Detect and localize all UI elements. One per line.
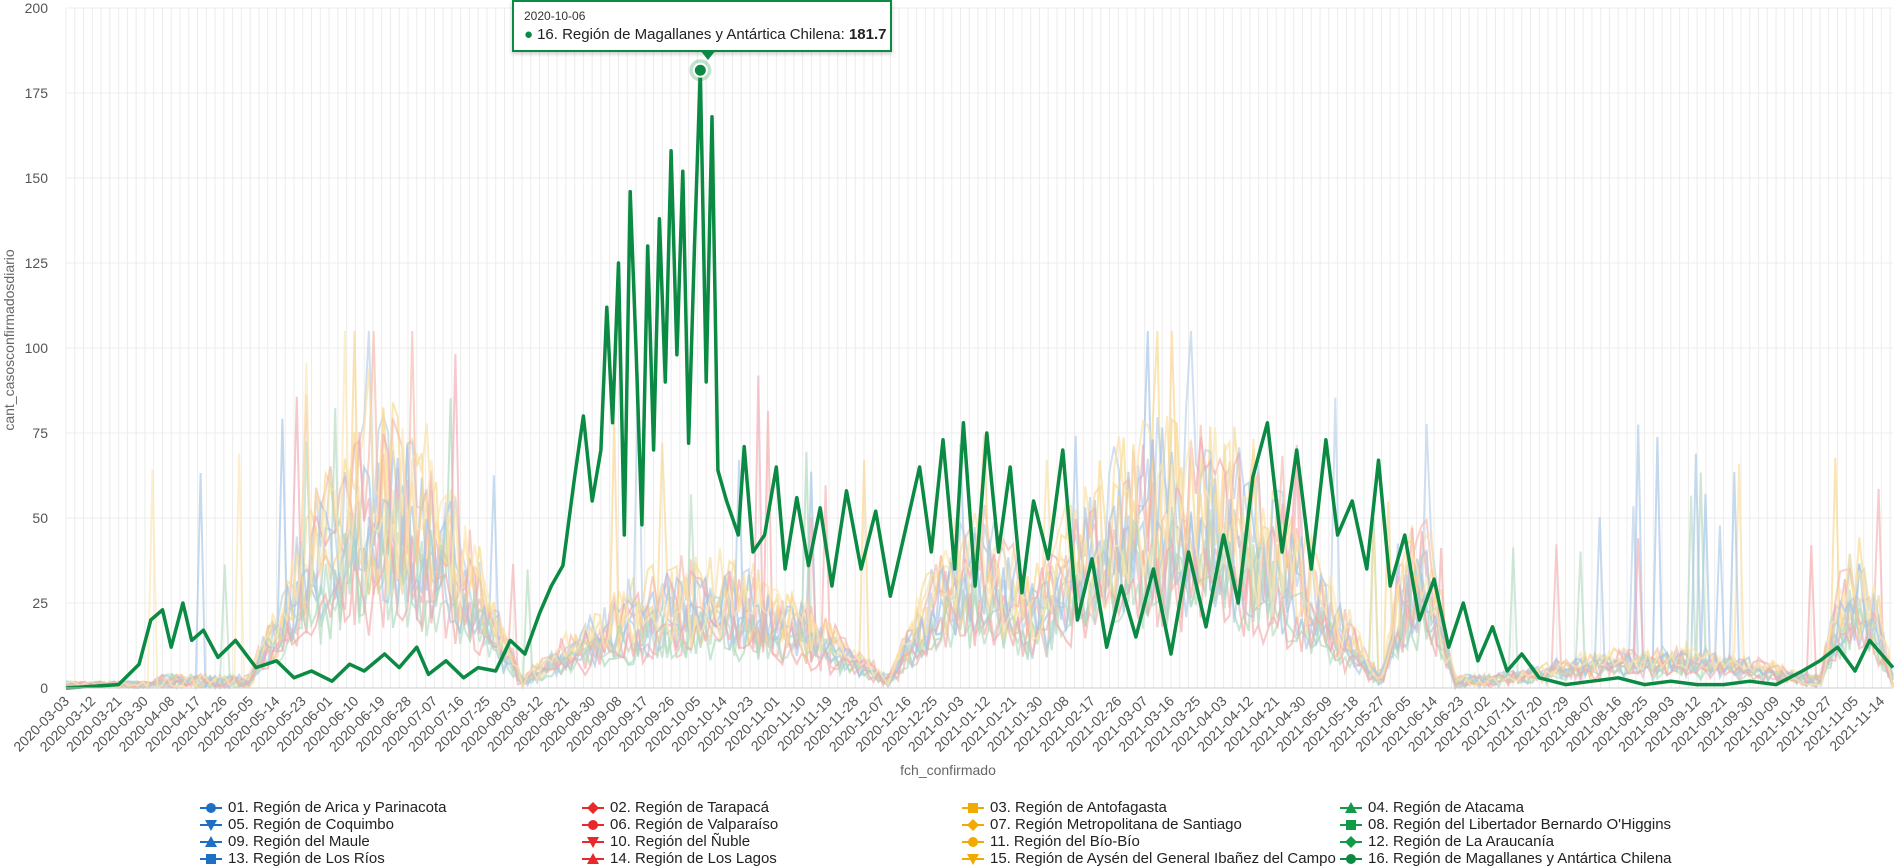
y-axis-title: cant_casosconfirmadosdiario: [1, 249, 17, 431]
legend-marker-icon: [962, 818, 984, 831]
tooltip-dot-icon: ●: [524, 26, 534, 43]
legend-label: 10. Región del Ñuble: [610, 833, 751, 850]
legend-item[interactable]: 11. Región del Bío-Bío: [962, 833, 1140, 850]
y-tick-label: 0: [40, 680, 48, 696]
chart-svg: 0 25 50 75 100 125 150 175 200 2020-03-032020-03…: [1, 0, 1895, 778]
legend-item[interactable]: 04. Región de Atacama: [1340, 799, 1524, 816]
legend-marker-icon: [1340, 801, 1362, 813]
legend-marker-icon: [582, 836, 604, 848]
y-tick-label: 50: [32, 510, 48, 526]
legend-item[interactable]: 08. Región del Libertador Bernardo O'Hig…: [1340, 816, 1671, 833]
legend-label: 16. Región de Magallanes y Antártica Chi…: [1368, 850, 1672, 867]
legend-marker-icon: [962, 853, 984, 865]
legend-item[interactable]: 13. Región de Los Ríos: [200, 850, 385, 867]
legend-label: 05. Región de Coquimbo: [228, 816, 394, 833]
tooltip-line: ● 16. Región de Magallanes y Antártica Ch…: [524, 26, 887, 43]
legend: 01. Región de Arica y Parinacota 02. Regi…: [0, 795, 1897, 867]
tooltip-value: 181.7: [848, 26, 887, 43]
legend-item[interactable]: 02. Región de Tarapacá: [582, 799, 769, 816]
legend-marker-icon: [582, 819, 604, 830]
legend-marker-icon: [582, 852, 604, 864]
legend-label: 04. Región de Atacama: [1368, 799, 1524, 816]
y-tick-label: 125: [25, 255, 49, 271]
tooltip-date: 2020-10-06: [524, 9, 586, 23]
legend-label: 06. Región de Valparaíso: [610, 816, 779, 833]
x-axis: 2020-03-032020-03-122020-03-212020-03-30…: [10, 693, 1887, 755]
legend-label: 07. Región Metropolitana de Santiago: [990, 816, 1242, 833]
legend-marker-icon: [582, 801, 604, 814]
series-line-magallanes[interactable]: [65, 68, 1895, 690]
legend-item[interactable]: 12. Región de La Araucanía: [1340, 833, 1554, 850]
legend-item[interactable]: 05. Región de Coquimbo: [200, 816, 394, 833]
legend-label: 11. Región del Bío-Bío: [990, 833, 1140, 850]
legend-marker-icon: [200, 819, 222, 831]
tooltip: 2020-10-06 ● 16. Región de Magallanes y A…: [512, 0, 892, 60]
legend-marker-icon: [200, 835, 222, 847]
legend-item[interactable]: 10. Región del Ñuble: [582, 833, 750, 850]
legend-label: 12. Región de La Araucanía: [1368, 833, 1554, 850]
y-tick-label: 100: [25, 340, 49, 356]
legend-item[interactable]: 07. Región Metropolitana de Santiago: [962, 816, 1242, 833]
legend-marker-icon: [1340, 835, 1362, 848]
series-line-background: [65, 411, 1894, 690]
y-tick-label: 25: [32, 595, 48, 611]
legend-marker-icon: [962, 836, 984, 847]
legend-label: 14. Región de Los Lagos: [610, 850, 777, 867]
legend-item[interactable]: 16. Región de Magallanes y Antártica Chi…: [1340, 850, 1672, 867]
legend-label: 01. Región de Arica y Parinacota: [228, 799, 447, 816]
y-tick-label: 150: [25, 170, 49, 186]
highlight-series-line[interactable]: [65, 68, 1895, 690]
tooltip-arrow: [700, 50, 716, 60]
tooltip-series: 16. Región de Magallanes y Antártica Chi…: [537, 26, 841, 43]
legend-item[interactable]: 15. Región de Aysén del General Ibañez d…: [962, 850, 1336, 867]
y-axis: 0 25 50 75 100 125 150 175 200: [25, 0, 1893, 696]
highlight-marker[interactable]: [692, 62, 708, 78]
legend-marker-icon: [200, 853, 222, 864]
legend-label: 13. Región de Los Ríos: [228, 850, 385, 867]
x-axis-title: fch_confirmado: [900, 762, 996, 778]
legend-label: 03. Región de Antofagasta: [990, 799, 1167, 816]
series-line-background: [65, 427, 1894, 690]
legend-item[interactable]: 01. Región de Arica y Parinacota: [200, 799, 446, 816]
grid: [65, 7, 1893, 689]
legend-marker-icon: [962, 802, 984, 813]
highlight-point[interactable]: [689, 59, 712, 82]
y-tick-label: 75: [32, 425, 48, 441]
legend-label: 15. Región de Aysén del General Ibañez d…: [990, 850, 1336, 867]
legend-marker-icon: [1340, 819, 1362, 830]
y-tick-label: 175: [25, 85, 49, 101]
legend-item[interactable]: 14. Región de Los Lagos: [582, 850, 777, 867]
legend-item[interactable]: 03. Región de Antofagasta: [962, 799, 1167, 816]
legend-item[interactable]: 06. Región de Valparaíso: [582, 816, 778, 833]
legend-label: 08. Región del Libertador Bernardo O'Hig…: [1368, 816, 1672, 833]
legend-item[interactable]: 09. Región del Maule: [200, 833, 370, 850]
legend-label: 02. Región de Tarapacá: [610, 799, 770, 816]
legend-label: 09. Región del Maule: [228, 833, 370, 850]
y-tick-label: 200: [25, 0, 49, 16]
legend-marker-icon: [200, 802, 222, 813]
legend-marker-icon: [1340, 853, 1362, 864]
